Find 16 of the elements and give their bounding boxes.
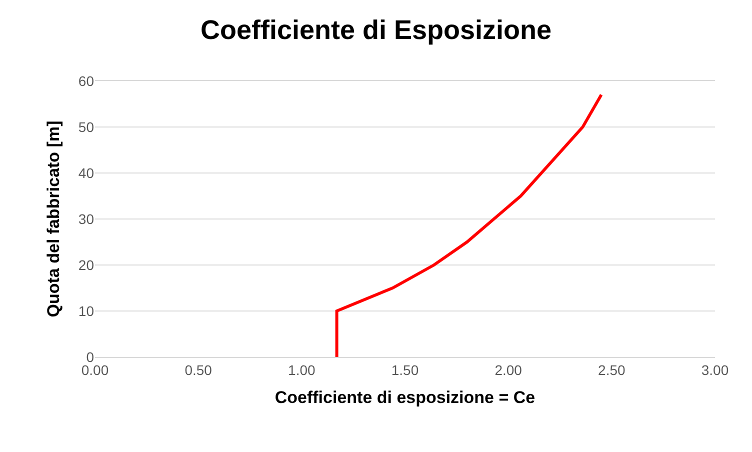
line-series (335, 93, 603, 357)
y-axis-title: Quota del fabbricato [m] (44, 120, 63, 318)
y-tick-label: 40 (78, 164, 94, 181)
x-tick-label: 1.00 (288, 362, 316, 378)
x-tick-label: 2.00 (494, 362, 522, 378)
x-tick-label: 2.50 (598, 362, 626, 378)
y-tick-label: 20 (78, 256, 94, 273)
y-tick-label: 50 (78, 118, 94, 135)
y-tick-label: 10 (78, 302, 94, 319)
x-axis-title: Coefficiente di esposizione = Ce (274, 388, 536, 408)
x-tick-label: 0.50 (184, 362, 212, 378)
chart-title: Coefficiente di Esposizione (200, 15, 552, 46)
y-tick-label: 30 (78, 210, 94, 227)
x-tick-label: 1.50 (391, 362, 419, 378)
y-tick-label: 60 (78, 72, 94, 89)
x-tick-label: 3.00 (701, 362, 729, 378)
